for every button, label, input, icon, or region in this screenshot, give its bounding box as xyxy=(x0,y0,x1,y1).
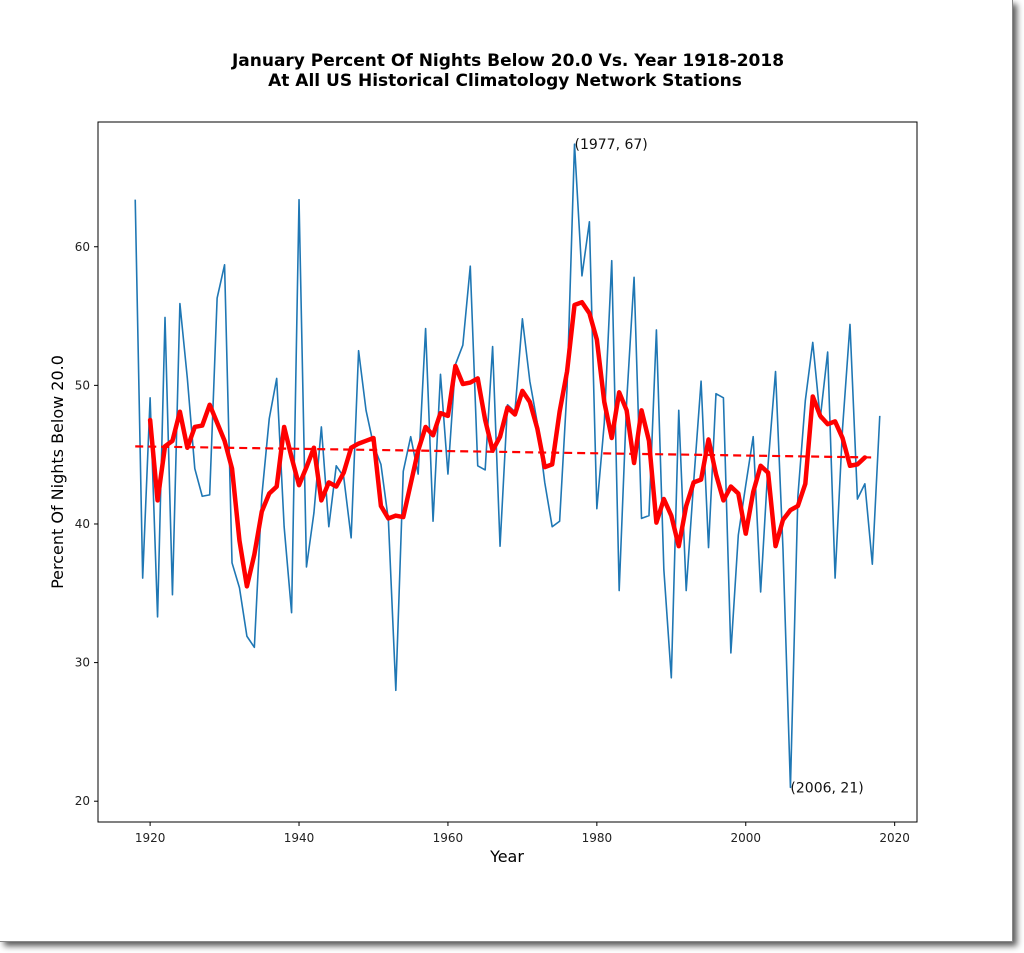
y-tick-label: 20 xyxy=(75,794,90,808)
y-axis-label: Percent Of Nights Below 20.0 xyxy=(48,355,67,589)
axes-frame xyxy=(97,121,918,823)
annotations-group: (1977, 67) (2006, 21) xyxy=(575,137,864,796)
chart-subtitle: At All US Historical Climatology Network… xyxy=(268,71,742,91)
chart-title: January Percent Of Nights Below 20.0 Vs.… xyxy=(231,51,784,71)
x-tick-label: 2020 xyxy=(879,831,910,845)
x-tick-label: 1960 xyxy=(433,831,464,845)
x-axis: 1920 1940 1960 1980 2000 2020 xyxy=(135,822,910,845)
plot-area: (1977, 67) (2006, 21) xyxy=(97,121,918,823)
x-tick-label: 2000 xyxy=(730,831,761,845)
y-axis: 20 30 40 50 60 xyxy=(75,240,98,808)
x-tick-label: 1980 xyxy=(582,831,613,845)
x-tick-label: 1920 xyxy=(135,831,166,845)
y-tick-label: 40 xyxy=(75,517,90,531)
series-line-percent-nights xyxy=(134,143,881,789)
y-tick-label: 50 xyxy=(75,378,90,392)
series-group xyxy=(134,143,881,789)
series-line-moving-average xyxy=(147,299,868,589)
y-tick-label: 60 xyxy=(75,240,90,254)
annotation-label: (1977, 67) xyxy=(575,137,648,153)
y-tick-label: 30 xyxy=(75,656,90,670)
trend-line xyxy=(135,445,873,459)
annotation-label: (2006, 21) xyxy=(790,780,863,796)
x-tick-label: 1940 xyxy=(284,831,315,845)
x-axis-label: Year xyxy=(489,847,524,866)
